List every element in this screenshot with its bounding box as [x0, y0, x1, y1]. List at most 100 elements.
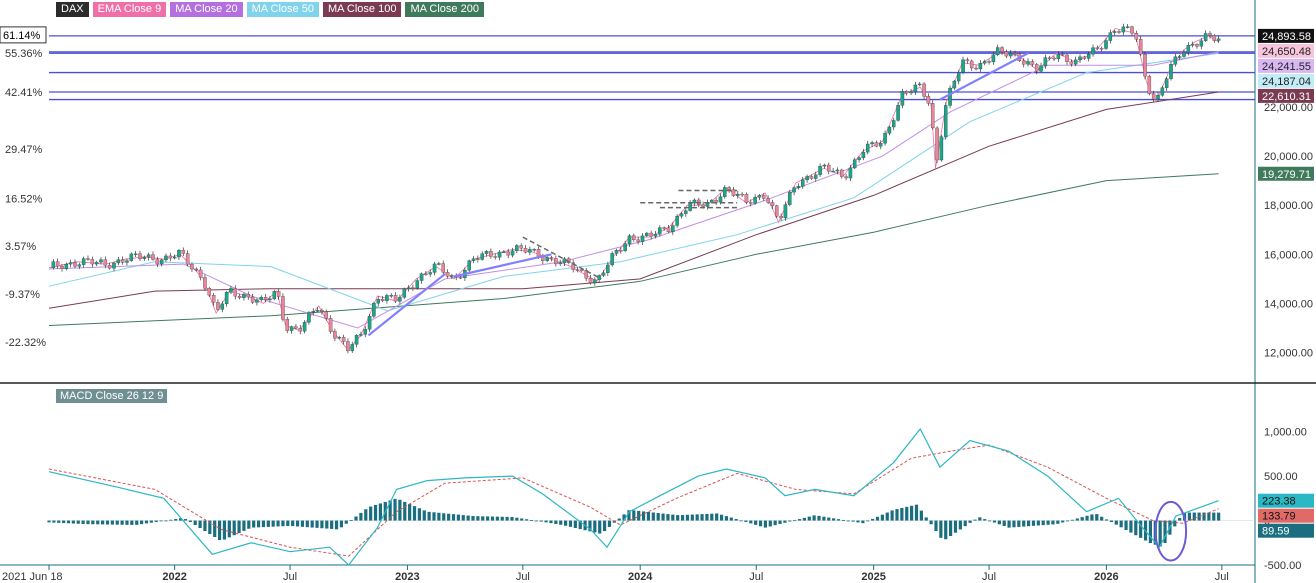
candle-body	[935, 127, 939, 161]
legend-item[interactable]: MA Close 200	[405, 2, 484, 17]
candle	[51, 259, 56, 270]
candle	[467, 259, 471, 273]
macd-histogram-bar	[1148, 520, 1153, 544]
candle	[393, 292, 398, 304]
macd-histogram-bar	[598, 520, 602, 534]
candle-body	[801, 179, 805, 187]
time-tick-label: 2026	[1094, 571, 1118, 583]
candle	[164, 253, 168, 263]
candle-body	[692, 199, 697, 204]
candle-body	[445, 272, 450, 277]
candle	[220, 301, 225, 313]
macd-histogram-bar	[86, 520, 90, 525]
candle-body	[281, 296, 285, 320]
candle	[138, 250, 142, 262]
candle	[112, 261, 116, 272]
candle-body	[874, 142, 879, 147]
candle-body	[640, 235, 645, 242]
macd-histogram-bar	[836, 519, 841, 521]
candle-body	[1216, 38, 1221, 41]
macd-histogram-bar	[739, 520, 743, 522]
candle-body	[822, 164, 827, 167]
candle	[60, 263, 64, 272]
candle-body	[146, 254, 151, 258]
candle	[1091, 44, 1095, 57]
candle-body	[783, 204, 788, 219]
macd-histogram-bar	[481, 516, 485, 521]
macd-histogram-bar	[139, 520, 144, 525]
candle	[913, 81, 918, 95]
macd-histogram-bar	[866, 520, 870, 522]
candle	[86, 255, 90, 261]
candle-body	[467, 260, 471, 271]
candle	[380, 296, 385, 303]
candle	[831, 167, 835, 173]
candle-body	[848, 167, 853, 179]
macd-histogram-bar	[291, 520, 295, 527]
candle	[337, 335, 341, 340]
legend-item[interactable]: DAX	[56, 2, 89, 17]
legend-item[interactable]: MA Close 50	[246, 2, 319, 17]
macd-histogram-bar	[115, 520, 119, 525]
price-label-text: 22,610.31	[1262, 91, 1311, 103]
macd-histogram-bar	[944, 520, 948, 540]
macd-histogram-bar	[715, 513, 719, 521]
candle	[987, 59, 991, 65]
candle-body	[718, 196, 723, 203]
macd-histogram-bar	[754, 520, 758, 525]
candle-body	[181, 250, 186, 254]
legend-item[interactable]: EMA Close 9	[92, 2, 167, 17]
candle	[207, 286, 212, 298]
candle	[814, 171, 818, 182]
macd-histogram-bar	[607, 520, 612, 527]
candle-body	[523, 248, 528, 253]
legend-item[interactable]: MA Close 100	[322, 2, 402, 17]
candle	[367, 314, 372, 332]
macd-histogram-bar	[880, 514, 884, 521]
candle	[736, 190, 740, 199]
candle	[1156, 92, 1160, 102]
pct-top-label: 61.14%	[3, 30, 41, 42]
candle-body	[367, 316, 372, 330]
candle	[792, 186, 796, 196]
candle	[411, 284, 415, 291]
candle	[1047, 55, 1052, 61]
candle-body	[216, 302, 220, 310]
candle-body	[549, 257, 554, 259]
candle-body	[81, 258, 86, 265]
macd-histogram-bar	[237, 520, 241, 534]
candle	[1043, 54, 1048, 69]
candle	[125, 258, 129, 266]
candle-body	[259, 297, 264, 301]
candle-body	[190, 264, 194, 270]
candle-body	[1112, 31, 1117, 33]
candle	[341, 334, 346, 345]
macd-histogram-bar	[1129, 520, 1133, 533]
candle-body	[263, 297, 268, 300]
macd-histogram-bar	[198, 520, 202, 529]
macd-histogram-bar	[1056, 520, 1060, 524]
candle	[688, 200, 692, 212]
candle	[671, 222, 675, 235]
moving-average-line	[48, 51, 1219, 329]
candle	[493, 253, 497, 260]
candle-body	[887, 126, 892, 134]
candle	[437, 261, 441, 266]
candle-body	[298, 328, 303, 332]
macd-legend: MACD Close 26 12 9	[56, 389, 168, 403]
candle-body	[788, 191, 792, 205]
pct-tick-label: 42.41%	[5, 87, 43, 99]
candle	[588, 275, 593, 285]
legend-item[interactable]: MA Close 20	[170, 2, 243, 17]
macd-histogram-bar	[490, 516, 495, 521]
candle	[255, 297, 259, 306]
candle	[874, 140, 879, 148]
candle	[480, 251, 484, 261]
candle	[532, 248, 536, 252]
candle-body	[255, 299, 259, 303]
candle	[424, 270, 428, 276]
candle-body	[671, 225, 675, 233]
macd-histogram-bar	[120, 520, 124, 525]
candle	[870, 140, 874, 148]
macd-histogram-bar	[369, 506, 373, 521]
